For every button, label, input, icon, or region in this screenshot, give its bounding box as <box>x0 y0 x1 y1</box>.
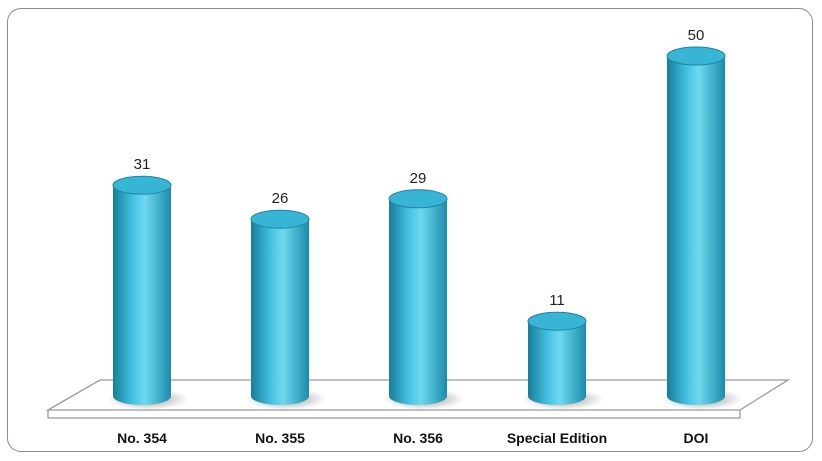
bar-body <box>667 56 725 405</box>
bar-top <box>666 46 726 66</box>
category-label: Special Edition <box>507 430 607 446</box>
value-label: 26 <box>272 190 289 207</box>
category-label: No. 355 <box>255 430 305 446</box>
value-label: 31 <box>134 156 151 173</box>
bar-top <box>250 209 310 229</box>
chart-value-labels: 31 26 29 11 50 <box>134 27 705 309</box>
category-label: DOI <box>684 430 709 446</box>
bar-body <box>389 198 447 405</box>
bar-body <box>251 219 309 405</box>
value-label: 50 <box>688 27 705 44</box>
bar-3 <box>383 189 465 410</box>
bar-top <box>388 189 448 209</box>
value-label: 11 <box>549 292 565 309</box>
bar-top <box>527 311 587 331</box>
bar-body <box>113 185 171 405</box>
bar-body <box>528 321 586 405</box>
chart-bars <box>107 46 743 410</box>
category-label: No. 356 <box>393 430 443 446</box>
floor-edge <box>47 410 741 419</box>
bar-5 <box>661 46 743 410</box>
bar-1 <box>107 175 189 410</box>
category-label: No. 354 <box>117 430 167 446</box>
chart-category-labels: No. 354 No. 355 No. 356 Special Edition DOI <box>117 430 708 446</box>
bar-2 <box>245 209 327 410</box>
value-label: 29 <box>410 170 427 187</box>
bar-top <box>112 175 172 195</box>
bar-4 <box>522 311 604 410</box>
